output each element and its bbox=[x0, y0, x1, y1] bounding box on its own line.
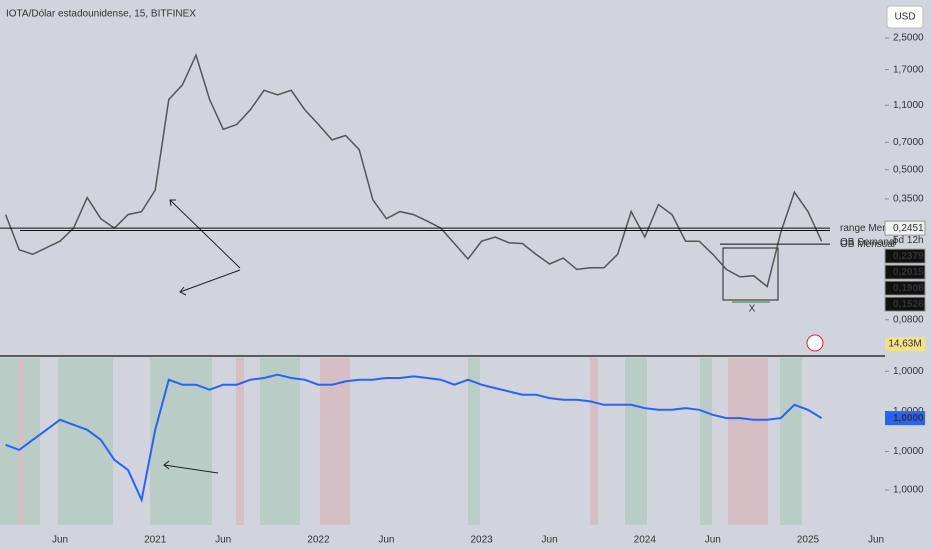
volume-label: 14,63M bbox=[888, 339, 921, 350]
current-tag bbox=[885, 411, 925, 426]
price-line bbox=[4, 52, 823, 288]
level-label: OB Mensual bbox=[840, 239, 895, 250]
y-tick-label: 1,1000 bbox=[893, 100, 924, 111]
x-tick-label: Jun bbox=[215, 535, 231, 546]
x-tick-label: Jun bbox=[52, 535, 68, 546]
price-tag bbox=[884, 280, 926, 296]
price-tag bbox=[884, 220, 926, 236]
price-tag bbox=[884, 296, 926, 312]
marker-label: X bbox=[749, 304, 756, 315]
price-tag-label: 0,2379 bbox=[893, 251, 924, 262]
y-tick-label: 1,7000 bbox=[893, 64, 924, 75]
currency-button[interactable] bbox=[886, 5, 924, 29]
level-label: OB Semanal bbox=[840, 237, 897, 248]
x-tick-label: 2023 bbox=[470, 535, 493, 546]
x-tick-label: Jun bbox=[705, 535, 721, 546]
y-tick-label: 0,3500 bbox=[893, 194, 924, 205]
x-tick-label: 2021 bbox=[144, 535, 167, 546]
volume-tag bbox=[885, 337, 925, 351]
x-tick-label: 2025 bbox=[797, 535, 820, 546]
y-tick-label: 2,5000 bbox=[893, 33, 924, 44]
y-tick-label: 1,0000 bbox=[893, 366, 924, 377]
price-tag bbox=[884, 264, 926, 280]
price-tag-label: 0,1526 bbox=[893, 299, 924, 310]
chart-title: IOTA/Dólar estadounidense, 15, BITFINEX bbox=[6, 9, 196, 20]
countdown: 5d 12h bbox=[893, 235, 924, 246]
y-tick-label: 0,7000 bbox=[893, 137, 924, 148]
x-tick-label: Jun bbox=[868, 535, 884, 546]
price-tag-label: 0,1908 bbox=[893, 283, 924, 294]
x-tick-label: Jun bbox=[378, 535, 394, 546]
price-tag-label: 0,2451 bbox=[893, 223, 924, 234]
x-tick-label: Jun bbox=[542, 535, 558, 546]
price-tag bbox=[884, 248, 926, 264]
current-label: 1,0000 bbox=[893, 413, 924, 424]
x-tick-label: 2022 bbox=[307, 535, 330, 546]
y-tick-label: 0,0800 bbox=[893, 314, 924, 325]
annotation-shapes bbox=[163, 199, 824, 474]
y-tick-label: 1,0000 bbox=[893, 446, 924, 457]
y-tick-label: 1,0000 bbox=[893, 485, 924, 496]
price-line bbox=[5, 373, 823, 504]
level-label: range Mensual bbox=[840, 223, 906, 234]
price-tag-label: 0,2015 bbox=[893, 267, 924, 278]
currency-label[interactable]: USD bbox=[894, 12, 915, 23]
x-tick-label: 2024 bbox=[634, 535, 657, 546]
y-tick-label: 0,5000 bbox=[893, 164, 924, 175]
